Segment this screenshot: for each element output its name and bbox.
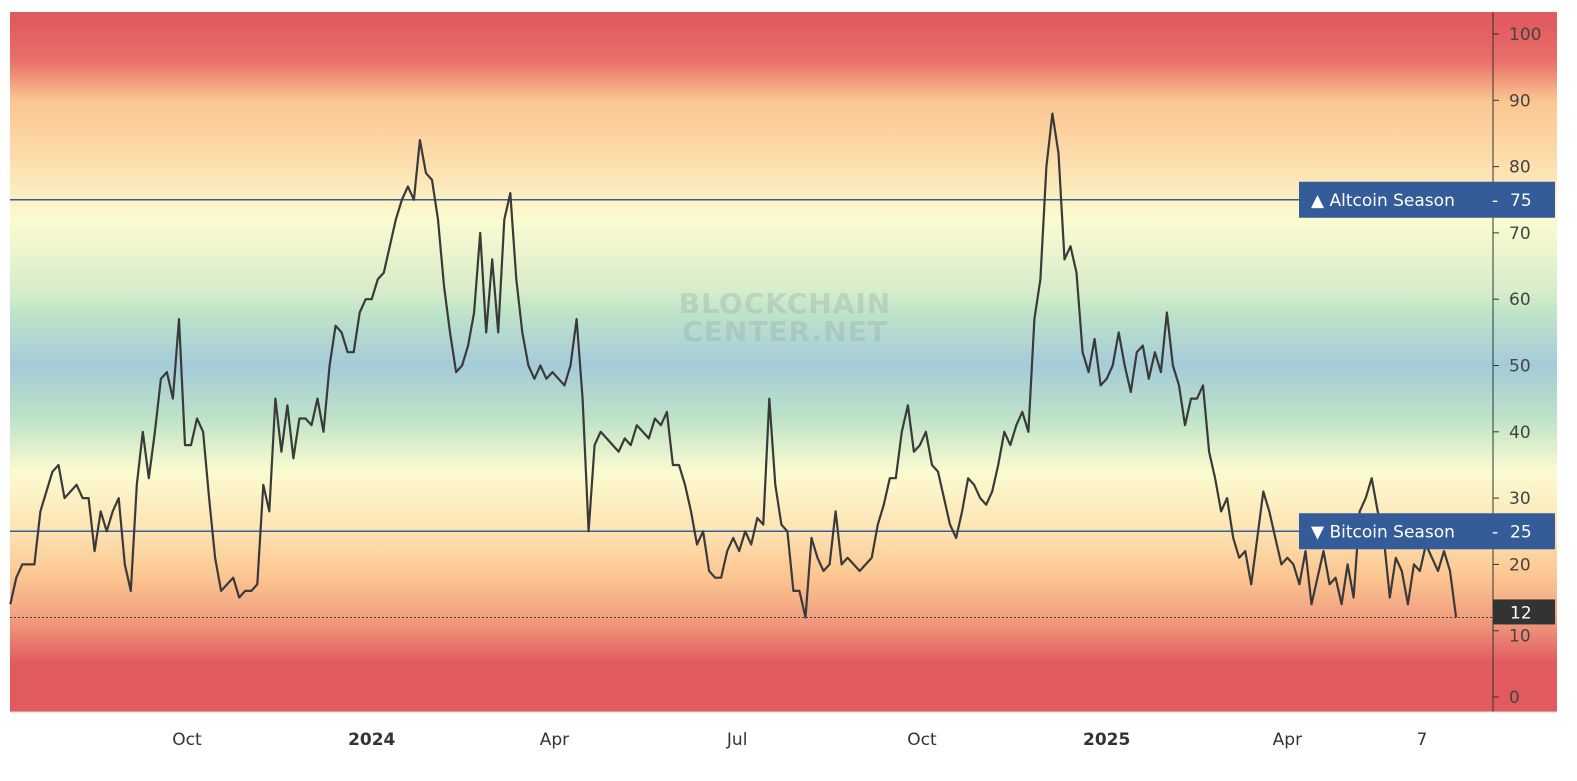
watermark: BLOCKCHAIN CENTER.NET <box>679 287 891 348</box>
y-tick-label: 80 <box>1509 158 1531 178</box>
x-tick-label: 2024 <box>348 730 395 750</box>
y-tick-label: 20 <box>1509 555 1531 575</box>
x-tick-label: Apr <box>1273 730 1302 750</box>
series-line <box>9 112 1458 619</box>
y-tick-label: 50 <box>1509 357 1531 377</box>
y-tick-label: 30 <box>1509 489 1531 509</box>
last-value-box <box>1493 599 1555 625</box>
x-tick-label: Oct <box>907 730 937 750</box>
threshold-label: ▼ Bitcoin Season <box>1311 522 1455 542</box>
threshold-label-box <box>1299 181 1555 218</box>
plot-background <box>10 12 1557 712</box>
threshold-value: 25 <box>1510 522 1532 542</box>
y-tick-label: 10 <box>1509 626 1531 646</box>
threshold-label-box <box>1299 513 1555 550</box>
x-axis-area <box>0 712 1577 781</box>
threshold-dash: - <box>1492 191 1498 211</box>
x-tick-label: 7 <box>1417 730 1428 750</box>
x-tick-label: Oct <box>172 730 202 750</box>
y-tick-label: 60 <box>1509 290 1531 310</box>
threshold-dash: - <box>1492 522 1498 542</box>
threshold-label: ▲ Altcoin Season <box>1311 191 1455 211</box>
watermark-line-1: BLOCKCHAIN <box>679 287 891 320</box>
x-tick-label: Apr <box>540 730 569 750</box>
x-tick-label: Jul <box>726 730 748 750</box>
y-tick-label: 70 <box>1509 224 1531 244</box>
y-tick-label: 100 <box>1509 25 1541 45</box>
last-value-label: 12 <box>1510 603 1532 623</box>
y-tick-label: 0 <box>1509 688 1520 708</box>
y-tick-label: 90 <box>1509 91 1531 111</box>
y-tick-label: 40 <box>1509 423 1531 443</box>
watermark-line-2: CENTER.NET <box>682 315 888 348</box>
threshold-value: 75 <box>1510 191 1532 211</box>
x-tick-label: 2025 <box>1083 730 1130 750</box>
